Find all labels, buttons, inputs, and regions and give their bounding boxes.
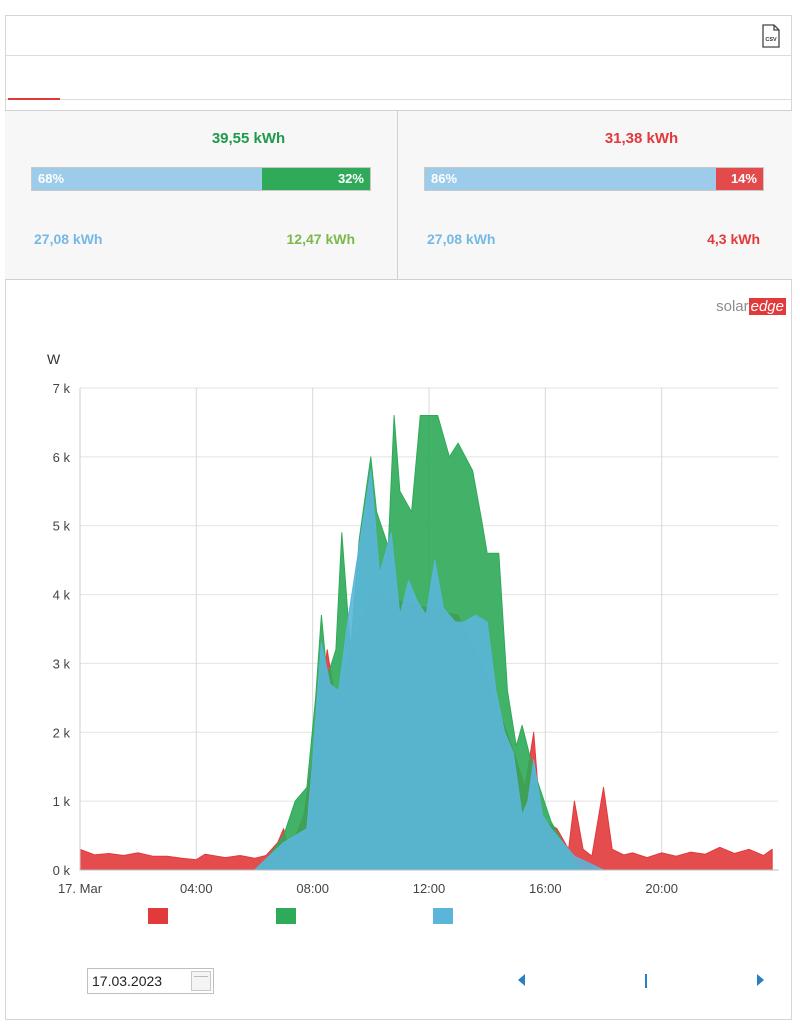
x-tick-label: 12:00 <box>413 881 446 896</box>
widget-toolbar: CSV <box>6 16 791 56</box>
legend-swatch-red[interactable] <box>148 908 168 924</box>
csv-file-icon[interactable]: CSV <box>761 24 781 48</box>
y-axis-label: W <box>47 351 61 367</box>
legend-swatch-blue[interactable] <box>433 908 453 924</box>
y-tick-label: 1 k <box>53 794 71 809</box>
tab-bar <box>6 56 791 100</box>
legend-swatch-green[interactable] <box>276 908 296 924</box>
production-total: 39,55 kWh <box>211 130 286 147</box>
area-series-blue <box>79 470 779 871</box>
y-tick-label: 4 k <box>53 588 71 603</box>
date-picker[interactable]: 17.03.2023 <box>87 968 214 994</box>
y-tick-label: 6 k <box>53 450 71 465</box>
active-tab-indicator[interactable] <box>8 98 60 100</box>
consumption-self-consumption-value: 27,08 kWh <box>427 231 496 247</box>
consumption-bar: 86% 14% <box>424 167 764 191</box>
production-self-consumption-value: 27,08 kWh <box>34 231 103 247</box>
x-tick-label: 08:00 <box>296 881 329 896</box>
x-tick-label: 17. Mar <box>58 881 103 896</box>
x-tick-label: 20:00 <box>645 881 678 896</box>
energy-summary: 39,55 kWh 68% 32% 27,08 kWh 12,47 kWh 31… <box>5 110 792 280</box>
consumption-import-value: 4,3 kWh <box>707 231 760 247</box>
arrow-left-icon[interactable] <box>518 974 525 986</box>
x-tick-label: 04:00 <box>180 881 213 896</box>
production-panel: 39,55 kWh 68% 32% 27,08 kWh 12,47 kWh <box>5 111 398 279</box>
solaredge-logo: solar edge <box>716 298 786 315</box>
consumption-bar-import: 14% <box>715 168 763 190</box>
y-tick-label: 2 k <box>53 725 71 740</box>
production-bar-export: 32% <box>261 168 370 190</box>
y-tick-label: 7 k <box>53 381 71 396</box>
calendar-icon[interactable] <box>191 971 211 991</box>
period-separator <box>645 974 647 988</box>
production-bar: 68% 32% <box>31 167 371 191</box>
production-bar-self-consumption: 68% <box>32 168 262 190</box>
x-tick-label: 16:00 <box>529 881 562 896</box>
arrow-right-icon[interactable] <box>757 974 764 986</box>
svg-text:CSV: CSV <box>765 37 777 43</box>
y-tick-label: 3 k <box>53 656 71 671</box>
chart-legend <box>0 908 800 928</box>
y-tick-label: 5 k <box>53 519 71 534</box>
date-value[interactable]: 17.03.2023 <box>92 973 163 989</box>
y-tick-label: 0 k <box>53 863 71 878</box>
power-area-chart: W 0 k 1 k 2 k 3 k 4 k 5 k 6 k 7 k 17. Mar 04:00 08… <box>47 351 779 896</box>
consumption-total: 31,38 kWh <box>604 130 679 147</box>
production-export-value: 12,47 kWh <box>286 231 355 247</box>
consumption-panel: 31,38 kWh 86% 14% 27,08 kWh 4,3 kWh <box>398 111 790 279</box>
consumption-bar-self-consumption: 86% <box>425 168 716 190</box>
